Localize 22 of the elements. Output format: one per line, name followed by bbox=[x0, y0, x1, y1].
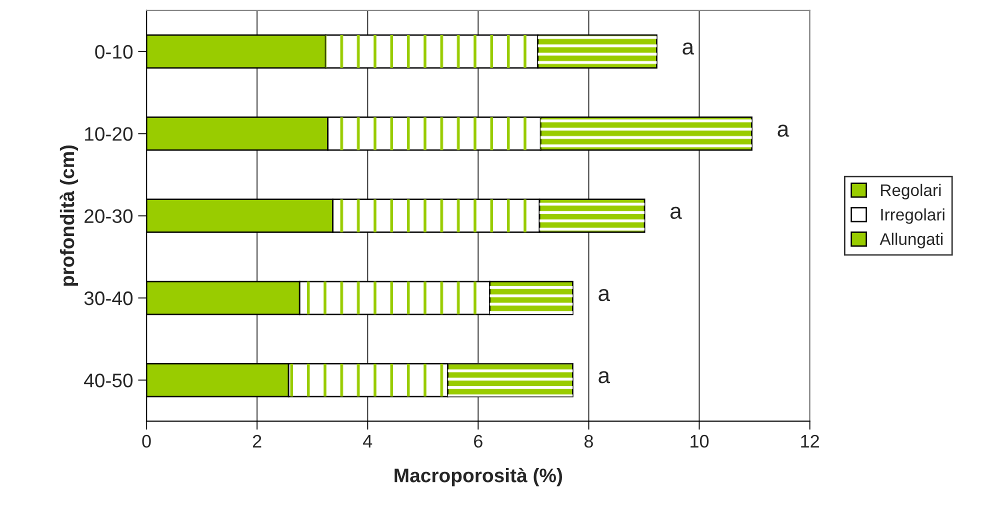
annotation: a bbox=[682, 42, 694, 55]
x-tick-label: 12 bbox=[801, 434, 819, 448]
annotation: a bbox=[598, 371, 610, 384]
annotation: a bbox=[598, 288, 610, 302]
x-axis-title: Macroporosità (%) bbox=[394, 468, 562, 486]
y-axis-title: profondità (cm) bbox=[60, 145, 78, 286]
x-tick-label: 2 bbox=[252, 434, 262, 448]
x-tick-label: 4 bbox=[363, 435, 372, 448]
y-tick-label: 0-10 bbox=[95, 44, 133, 59]
legend-label: Irregolari bbox=[881, 208, 944, 224]
y-tick-label: 30-40 bbox=[84, 291, 133, 306]
y-tick-label: 20-30 bbox=[84, 209, 133, 224]
y-tick-label: 10-20 bbox=[85, 127, 133, 141]
x-tick-label: 10 bbox=[690, 434, 709, 448]
y-tick-label: 40-50 bbox=[84, 374, 133, 388]
legend-label: Allungati bbox=[880, 232, 942, 248]
x-tick-label: 8 bbox=[584, 434, 593, 448]
annotation: a bbox=[778, 124, 790, 137]
x-tick-label: 0 bbox=[142, 434, 151, 448]
x-tick-label: 6 bbox=[474, 434, 482, 448]
annotation: a bbox=[670, 206, 682, 219]
legend-label: Regolari bbox=[881, 184, 941, 200]
